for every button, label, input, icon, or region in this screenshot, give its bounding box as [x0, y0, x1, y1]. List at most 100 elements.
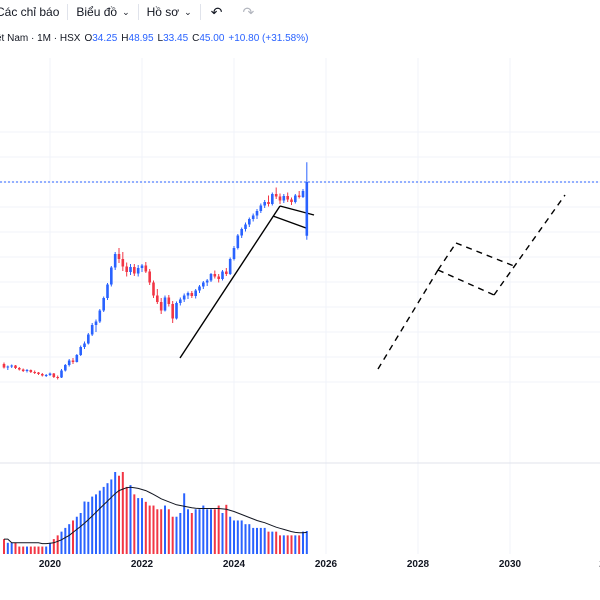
- x-axis-tick-label: 2024: [223, 559, 246, 570]
- volume-bar: [267, 531, 270, 554]
- volume-bar: [190, 513, 193, 554]
- ohlc-legend: ệt Nam · 1M · HSX O34.25 H48.95 L33.45 C…: [0, 33, 308, 44]
- candle-body: [240, 229, 243, 236]
- candle-body: [152, 282, 155, 296]
- candlestick-series: [2, 162, 309, 380]
- candle-body: [297, 195, 301, 197]
- volume-bar: [206, 509, 209, 554]
- pennant-upper-line: [279, 205, 315, 216]
- volume-bar: [87, 501, 90, 554]
- volume-bar: [187, 509, 189, 554]
- candle-body: [133, 267, 136, 274]
- projection-path-alt: [455, 242, 515, 267]
- volume-bar: [225, 504, 228, 554]
- volume-bar: [183, 493, 186, 554]
- candle-body: [21, 369, 25, 371]
- candle-body: [117, 254, 121, 259]
- volume-bar: [64, 527, 67, 554]
- volume-bar: [248, 524, 251, 554]
- candle-body: [60, 370, 63, 378]
- candle-body: [79, 347, 82, 355]
- volume-bar: [22, 546, 25, 554]
- candle-body: [259, 205, 263, 211]
- volume-bar: [198, 509, 201, 554]
- volume-bar: [98, 490, 101, 554]
- volume-bar: [110, 479, 113, 554]
- candle-body: [278, 196, 282, 201]
- volume-bar: [60, 531, 63, 554]
- candle-body: [167, 297, 171, 304]
- volume-bar: [282, 535, 285, 554]
- volume-bar: [45, 546, 48, 554]
- candle-body: [64, 365, 67, 371]
- candle-body: [209, 274, 213, 281]
- candle-body: [186, 293, 190, 296]
- candle-body: [156, 295, 159, 302]
- x-axis-tick-label: 2020: [39, 559, 62, 570]
- candle-body: [236, 235, 240, 248]
- candle-body: [274, 194, 278, 197]
- volume-bar: [49, 542, 51, 554]
- indicators-button[interactable]: Các chỉ báo: [0, 0, 67, 24]
- candle-body: [171, 304, 174, 319]
- projection-path: [377, 269, 439, 370]
- volume-bar: [236, 520, 239, 554]
- candle-body: [305, 182, 309, 236]
- volume-bar: [263, 527, 266, 554]
- volume-bar: [233, 520, 235, 554]
- candle-body: [251, 215, 255, 219]
- profile-menu-label: Hồ sơ: [146, 5, 180, 19]
- profile-menu-button[interactable]: Hồ sơ ⌄: [139, 0, 200, 24]
- x-axis-tick-label: 2022: [131, 559, 154, 570]
- volume-bar: [3, 539, 5, 554]
- candle-body: [290, 199, 293, 202]
- redo-icon[interactable]: ↷: [242, 3, 255, 20]
- chart-menu-button[interactable]: Biểu đồ ⌄: [68, 0, 137, 24]
- candle-body: [301, 191, 305, 197]
- toolbar-divider: [67, 4, 69, 20]
- candle-body: [29, 370, 33, 372]
- volume-bar: [294, 535, 297, 554]
- candle-body: [163, 297, 167, 311]
- low-value: L33.45: [157, 33, 189, 44]
- x-axis-tick-label: 2030: [499, 559, 522, 570]
- candle-body: [267, 202, 270, 204]
- trend-drawings: [179, 194, 566, 370]
- undo-icon[interactable]: ↶: [210, 3, 223, 20]
- candle-body: [25, 370, 29, 371]
- chevron-down-icon: ⌄: [184, 6, 192, 17]
- volume-bar: [240, 520, 243, 554]
- candle-body: [102, 298, 105, 311]
- x-axis-tick-label: 2028: [407, 559, 430, 570]
- candle-body: [194, 290, 197, 296]
- volume-bar: [279, 535, 281, 554]
- volume-bar: [148, 505, 151, 554]
- candle-body: [67, 360, 71, 365]
- volume-bar: [167, 509, 170, 554]
- candle-body: [148, 271, 151, 283]
- toolbar-divider: [137, 4, 139, 20]
- candle-body: [110, 267, 113, 285]
- volume-bar: [114, 472, 117, 554]
- volume-bar: [106, 483, 109, 554]
- candle-body: [294, 195, 297, 202]
- candle-body: [213, 274, 217, 277]
- projection-path: [493, 194, 566, 296]
- candle-body: [41, 374, 44, 376]
- volume-bar: [37, 546, 40, 554]
- volume-bar: [152, 505, 155, 554]
- candle-body: [286, 196, 289, 200]
- volume-bar: [210, 509, 212, 554]
- high-value: H48.95: [121, 33, 154, 44]
- volume-bar: [14, 542, 17, 554]
- volume-bar: [68, 524, 71, 554]
- volume-bar: [217, 505, 220, 554]
- candle-body: [33, 372, 36, 373]
- volume-bar: [141, 498, 143, 554]
- candle-body: [6, 366, 10, 368]
- candle-body: [106, 284, 109, 298]
- volume-bar: [56, 535, 59, 554]
- symbol-label[interactable]: ệt Nam · 1M · HSX: [0, 33, 81, 44]
- indicators-label: Các chỉ báo: [0, 5, 60, 19]
